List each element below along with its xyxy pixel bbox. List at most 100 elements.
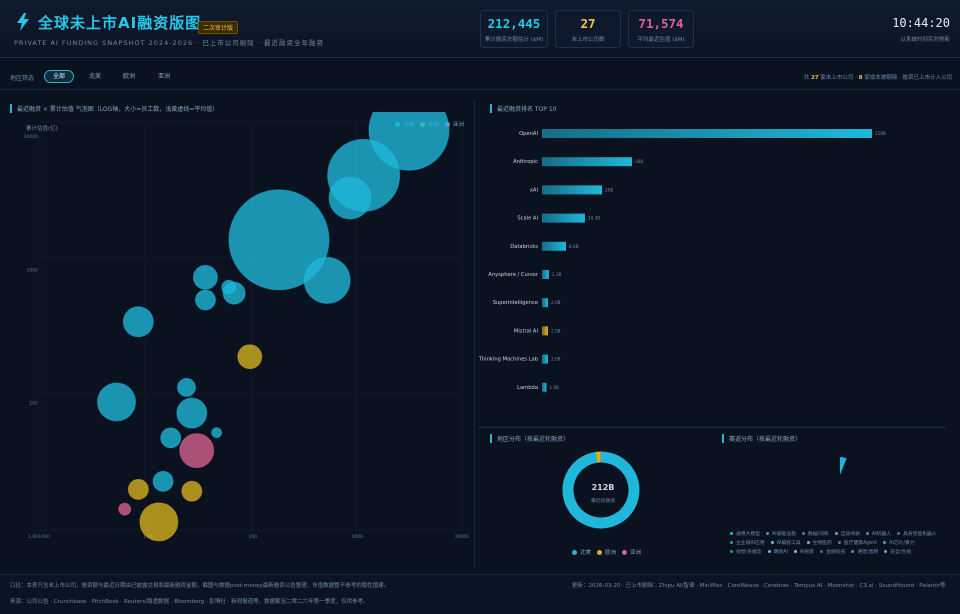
bar-value-label: 30B [635,159,643,164]
pie-slice [840,457,847,475]
filter-chip-europe[interactable]: 欧洲 [123,73,136,80]
bubble-point [228,189,330,291]
kpi-total-funding: 212,445 累计融资总额估计 ($M) [480,10,548,48]
kpi-value: 212,445 [487,16,541,31]
bar [542,354,548,364]
footer-sources: 来源：公司公告 · Crunchbase · PitchBook · Reute… [10,599,369,605]
bar-value-label: 2.0B [551,357,561,362]
bar [542,157,632,167]
y-tick-label: 10000 [24,134,38,140]
bar-value-label: 2.3B [552,272,562,277]
bar [542,213,585,223]
bubble-point [192,264,218,290]
bar [542,382,547,392]
x-tick-label: 1000 [38,534,50,540]
bar [542,241,566,251]
bar-category-label: Superintelligence [493,300,538,306]
y-tick-label: 100 [29,401,38,407]
footer-updated: 更新：2026-03-20 · 已上市剔除：Zhipu AI/智谱 · Mini… [572,583,946,589]
sector-legend-item: 企业级AI应用 [730,539,765,546]
legend-item-europe: 欧洲 [597,548,616,556]
filter-info-text: 家未上市公司 · [820,75,857,81]
sector-chart-title: 赛道分布（按最近轮融资） [722,434,801,443]
top10-chart-title: 最近融资排名 TOP 10 [490,104,556,113]
bar [542,270,549,279]
filter-chip-asia[interactable]: 亚洲 [158,73,171,80]
sector-legend-item: AI编程工具 [770,539,801,546]
bar-value-label: 20B [605,187,613,192]
bubble-point [118,502,132,516]
sector-legend-item: 视觉/多模态 [730,548,762,555]
kpi-label: 累计融资总额估计 ($M) [484,37,544,43]
bar-category-label: Databricks [510,244,538,250]
sector-legend-item: 金融科技 [820,548,845,555]
bubble-point [328,176,372,220]
bar [542,326,548,336]
bar-category-label: Lambda [517,385,538,391]
filter-chip-all[interactable]: 全部 [44,70,75,83]
bubble-point [176,377,196,397]
bar-category-label: xAI [530,187,539,193]
filter-info-text: 家成本被剔除 · 融资已上市计入公司 [864,75,952,81]
filter-info-count: 27 [811,75,819,81]
sector-legend-item: 语音/音频 [851,548,878,555]
y-tick-label: 1000 [27,267,39,273]
bubble-point [303,256,351,304]
kpi-value: 71,574 [638,16,684,31]
bubble-point [194,289,216,311]
bar-value-label: 110B [875,131,886,136]
bar [542,185,602,195]
panel-divider [474,100,475,568]
bubble-point [181,480,203,502]
kpi-company-count: 27 未上市公司数 [555,10,621,48]
bubble-point [179,433,215,469]
sector-legend-item: 生物医药 [806,539,832,546]
kpi-avg-valuation: 71,574 平均最近估值 ($M) [628,10,694,48]
bubble-point [139,502,179,542]
x-tick-label: 10000 [455,534,469,540]
sector-legend-item: 具身智能机器人 [897,530,937,537]
sector-legend-item: AI芯片/算力 [883,539,915,546]
legend-item-asia: 亚洲 [622,548,641,556]
sector-legend-item: 医疗健康Agent [837,539,877,546]
donut-center-label: 最近轮融资 [591,499,615,504]
sector-legend-item: 安全/合规 [884,548,911,555]
bubble-point [237,344,263,370]
sector-legend-item: AI基础设施 [766,530,796,537]
sector-pie-chart [840,457,847,475]
page-subtitle: PRIVATE AI FUNDING SNAPSHOT 2024-2026 · … [14,39,324,47]
kpi-value: 27 [580,16,596,31]
sector-legend-item: AI搜索 [793,548,814,555]
footer [0,574,960,614]
region-donut-chart [562,451,640,529]
sector-legend-item: 自动驾驶 [834,530,860,537]
bar [542,129,872,138]
section-divider [478,427,946,428]
bar-category-label: Mistral AI [514,328,539,334]
filter-info-count: 8 [858,75,863,81]
y-tick-label: 1.00 [28,534,38,540]
bar-value-label: 2.0B [551,300,561,305]
bubble-chart-title: 最近融资 × 累计估值 气泡图（LOG轴，大小=员工数，浅黄虚线=平均值） [10,104,218,113]
sector-legend: 通用大模型 AI基础设施 数据/训练 自动驾驶 AI机器人 具身智能机器人企业级AI应用 A… [730,530,946,555]
donut-slice [562,451,640,529]
bubble-point [221,279,237,295]
sector-legend-item: AI机器人 [865,530,891,537]
sector-legend-item: 通用大模型 [730,530,760,537]
top10-bar-chart: OpenAI 110B Anthropic 30B xAI 20B Scale AI 14.3… [478,129,886,392]
bubble-point [97,382,137,422]
page-title: 全球未上市AI融资版图 [38,14,202,32]
filter-info-text: 共 [803,75,810,81]
sector-legend-item: 端侧AI [767,548,788,555]
bar [542,298,548,308]
filter-chip-north-america[interactable]: 北美 [89,73,102,80]
bar-value-label: 2.0B [551,328,561,333]
version-badge: 二次审计版 [198,21,239,34]
bar-category-label: Anysphere / Cursor [488,272,539,278]
bubble-point [176,397,208,429]
sector-legend-item: 数据/训练 [801,530,829,537]
bubble-point [122,306,154,338]
bar-value-label: 8.0B [569,244,579,249]
bubble-point [211,427,223,439]
